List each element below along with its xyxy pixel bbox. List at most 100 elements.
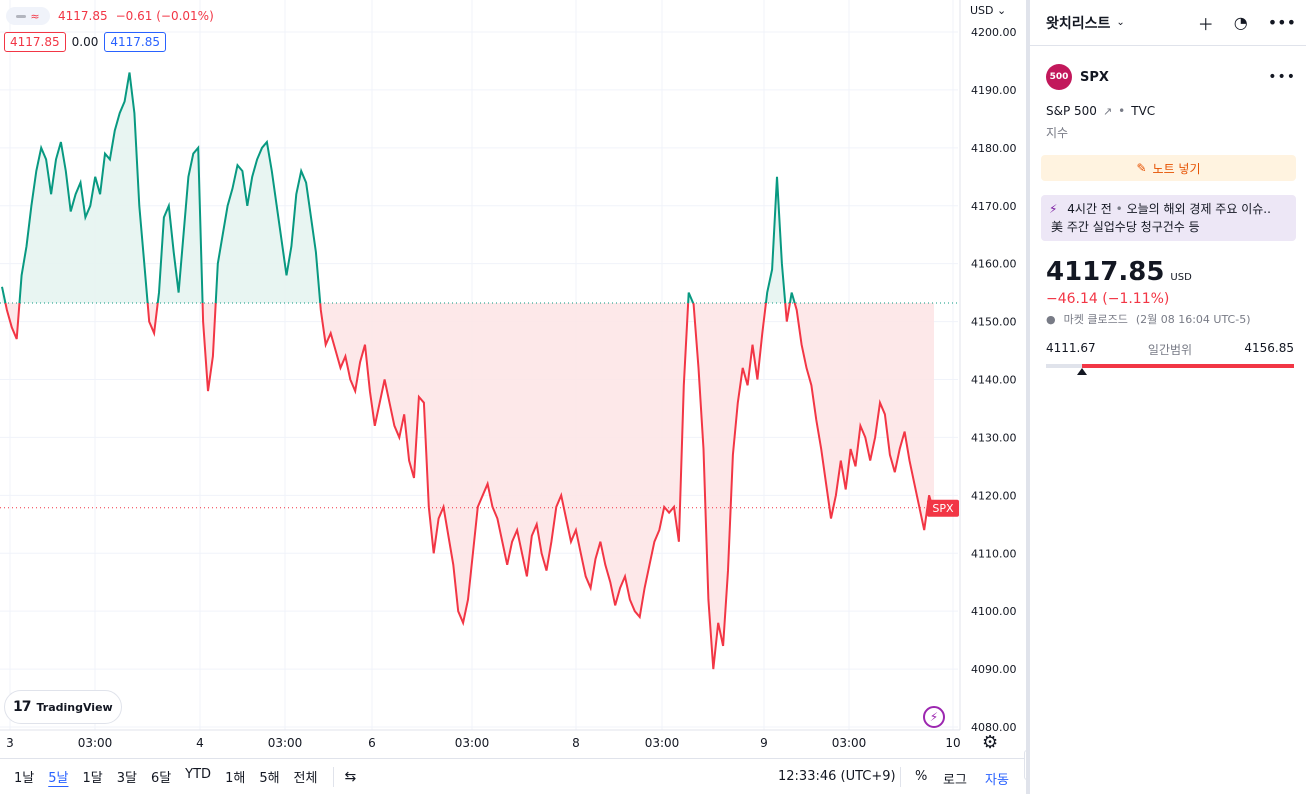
pie-chart-icon[interactable]: ◔ bbox=[1233, 13, 1248, 32]
divider bbox=[900, 767, 901, 787]
price-tick-label: 4140.00 bbox=[971, 374, 1017, 387]
gear-icon[interactable]: ⚙ bbox=[982, 732, 999, 753]
log-toggle[interactable]: 로그 bbox=[943, 773, 967, 788]
last-price: 4117.85 bbox=[1046, 257, 1165, 287]
market-status-row: ● 마켓 클로즈드 (2월 08 16:04 UTC-5) bbox=[1030, 307, 1306, 327]
range-button[interactable]: 5날 bbox=[48, 771, 69, 786]
chevron-down-icon: ⌄ bbox=[997, 4, 1007, 17]
time-tick-label: 4 bbox=[196, 736, 204, 750]
panel-divider[interactable] bbox=[1026, 0, 1030, 794]
edit-icon: ✎ bbox=[1136, 161, 1147, 175]
range-button[interactable]: 1날 bbox=[14, 771, 35, 786]
price-change: −46.14 (−1.11%) bbox=[1046, 291, 1170, 307]
price-row: 4117.85 USD bbox=[1030, 241, 1306, 287]
chart-area[interactable]: 4200.00 4190.00 4180.00 4170.00 4160.00 4150.… bbox=[0, 0, 1036, 794]
percent-toggle[interactable]: % bbox=[915, 769, 928, 784]
day-range-labels: 4111.67 일간범위 4156.85 bbox=[1030, 341, 1306, 358]
day-range-bar bbox=[1046, 364, 1294, 375]
calendar-icon[interactable]: ⇆ bbox=[344, 768, 357, 785]
spread-value: 0.00 bbox=[71, 35, 99, 49]
price-tick-label: 4180.00 bbox=[971, 142, 1017, 155]
time-tick-label: 8 bbox=[572, 736, 580, 750]
market-status: 마켓 클로즈드 bbox=[1063, 313, 1128, 326]
tradingview-logo-text: TradingView bbox=[36, 700, 113, 714]
day-range-marker bbox=[1077, 368, 1087, 375]
time-tick-label: 03:00 bbox=[832, 736, 867, 750]
range-button[interactable]: 5해 bbox=[259, 771, 280, 786]
price-tick-label: 4160.00 bbox=[971, 258, 1017, 271]
watchlist-header: 왓치리스트 ⌄ ＋ ◔ ••• bbox=[1030, 0, 1306, 46]
range-buttons: 1날 5날 1달 3달 6달 YTD 1해 5해 전체 bbox=[6, 767, 323, 786]
price-tick-label: 4190.00 bbox=[971, 84, 1017, 97]
price-tick-label: 4200.00 bbox=[971, 26, 1017, 39]
status-dot-icon: ● bbox=[1046, 312, 1056, 326]
watchlist-panel: 왓치리스트 ⌄ ＋ ◔ ••• 500 SPX ••• S&P 500 ↗ • … bbox=[1030, 0, 1306, 794]
lightning-icon: ⚡ bbox=[1049, 202, 1058, 216]
time-tick-label: 03:00 bbox=[645, 736, 680, 750]
range-button[interactable]: YTD bbox=[185, 767, 212, 782]
symbol-full-name[interactable]: S&P 500 bbox=[1046, 104, 1097, 118]
currency-selector[interactable]: USD ⌄ bbox=[970, 4, 1006, 17]
symbol-name[interactable]: SPX bbox=[1080, 69, 1109, 85]
lightning-icon[interactable]: ⚡ bbox=[923, 706, 945, 728]
watchlist-actions: ＋ ◔ ••• bbox=[1198, 11, 1296, 35]
divider bbox=[333, 766, 335, 787]
more-icon[interactable]: ••• bbox=[1268, 69, 1296, 85]
hide-icon[interactable] bbox=[16, 14, 27, 18]
series-line-up bbox=[1, 72, 796, 304]
time-tick-label: 6 bbox=[368, 736, 376, 750]
price-chart[interactable]: 4200.004190.004180.004170.004160.004150.… bbox=[0, 0, 1024, 794]
symbol-row: 500 SPX ••• bbox=[1030, 46, 1306, 90]
legend-change: −0.61 (−0.01%) bbox=[115, 9, 214, 23]
sell-price-box[interactable]: 4117.85 bbox=[4, 32, 66, 52]
series-line-down bbox=[4, 303, 935, 670]
price-tick-label: 4080.00 bbox=[971, 721, 1017, 734]
range-button[interactable]: 1달 bbox=[82, 771, 103, 786]
tradingview-mark-icon: 17 bbox=[13, 699, 32, 715]
price-currency: USD bbox=[1170, 272, 1192, 283]
range-button[interactable]: 1해 bbox=[225, 771, 246, 786]
legend-price: 4117.85 bbox=[58, 9, 108, 23]
legend-values: 4117.85 0.00 4117.85 bbox=[4, 32, 166, 52]
area-fill-down bbox=[2, 303, 934, 670]
price-tick-label: 4150.00 bbox=[971, 316, 1017, 329]
more-icon[interactable]: ••• bbox=[1267, 13, 1296, 32]
day-range-label: 일간범위 bbox=[1147, 343, 1193, 357]
legend-top: ≈ 4117.85 −0.61 (−0.01%) bbox=[6, 7, 214, 25]
auto-scale-toggle[interactable]: 자동 bbox=[985, 773, 1009, 788]
line-style-icon[interactable]: ≈ bbox=[30, 9, 40, 23]
price-tick-label: 4110.00 bbox=[971, 547, 1017, 560]
last-price-tag bbox=[927, 499, 959, 517]
range-button[interactable]: 전체 bbox=[293, 771, 318, 786]
watchlist-title[interactable]: 왓치리스트 bbox=[1046, 15, 1111, 32]
add-icon[interactable]: ＋ bbox=[1197, 14, 1214, 34]
price-tick-label: 4130.00 bbox=[971, 431, 1017, 444]
clock[interactable]: 12:33:46 (UTC+9) bbox=[778, 769, 896, 784]
tradingview-logo[interactable]: 17 TradingView bbox=[4, 690, 122, 724]
external-link-icon[interactable]: ↗ bbox=[1102, 104, 1113, 118]
dot-separator: • bbox=[1118, 104, 1126, 118]
price-tick-label: 4100.00 bbox=[971, 605, 1017, 618]
time-tick-label: 03:00 bbox=[78, 736, 113, 750]
last-price-tag-label: SPX bbox=[932, 502, 954, 515]
time-tick-label: 9 bbox=[760, 736, 768, 750]
news-item[interactable]: ⚡ 4시간 전 • 오늘의 해외 경제 주요 이슈.. 美 주간 실업수당 청구… bbox=[1041, 195, 1296, 241]
range-button[interactable]: 3달 bbox=[116, 771, 137, 786]
price-tick-label: 4170.00 bbox=[971, 200, 1017, 213]
news-time: 4시간 전 bbox=[1067, 202, 1112, 216]
news-headline-1: 오늘의 해외 경제 주요 이슈.. bbox=[1126, 202, 1271, 216]
symbol-type: 지수 bbox=[1046, 126, 1069, 140]
price-tick-label: 4120.00 bbox=[971, 489, 1017, 502]
legend-toggle[interactable]: ≈ bbox=[6, 7, 50, 25]
exchange-label: TVC bbox=[1131, 104, 1156, 118]
time-tick-label: 10 bbox=[945, 736, 960, 750]
add-note-button[interactable]: ✎ 노트 넣기 bbox=[1041, 155, 1296, 181]
day-low: 4111.67 bbox=[1046, 341, 1096, 355]
day-range-fill bbox=[1082, 364, 1294, 368]
range-button[interactable]: 6달 bbox=[150, 771, 172, 786]
market-time: (2월 08 16:04 UTC-5) bbox=[1135, 313, 1251, 326]
chevron-down-icon[interactable]: ⌄ bbox=[1116, 17, 1125, 28]
time-tick-label: 03:00 bbox=[455, 736, 490, 750]
buy-price-box[interactable]: 4117.85 bbox=[104, 32, 166, 52]
day-high: 4156.85 bbox=[1244, 341, 1294, 355]
